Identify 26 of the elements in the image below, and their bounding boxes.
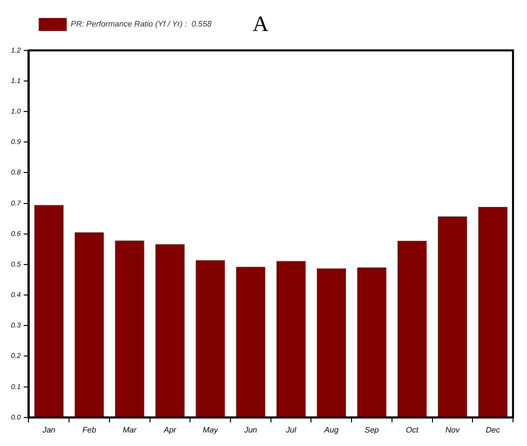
x-tick-label: Mar: [122, 425, 137, 434]
bar: [155, 244, 185, 417]
bar: [438, 216, 467, 417]
x-tick-label: Dec: [486, 425, 500, 434]
bar: [34, 205, 64, 417]
x-tick-label: Apr: [162, 425, 177, 434]
bar: [398, 240, 427, 417]
bar: [115, 240, 144, 417]
x-tick-label: Sep: [364, 425, 380, 434]
x-tick-label: Oct: [406, 425, 420, 434]
x-tick-label: Nov: [445, 425, 461, 434]
bar: [478, 206, 508, 417]
x-tick-label: Jun: [243, 425, 258, 434]
x-tick-label: May: [202, 425, 219, 434]
x-tick-label: Jan: [41, 425, 56, 434]
x-tick-label: Jul: [284, 425, 296, 434]
bar: [276, 261, 306, 417]
x-tick-label: Feb: [82, 425, 97, 434]
bar: [236, 266, 266, 417]
bar: [74, 232, 104, 417]
x-tick-label: Aug: [323, 425, 340, 434]
bar: [357, 268, 386, 417]
legend-label: PR: Performance Ratio (Yf / Yr) : 0.558: [70, 20, 212, 29]
chart-title: A: [252, 10, 269, 36]
bar: [316, 268, 346, 417]
bar: [196, 260, 225, 417]
